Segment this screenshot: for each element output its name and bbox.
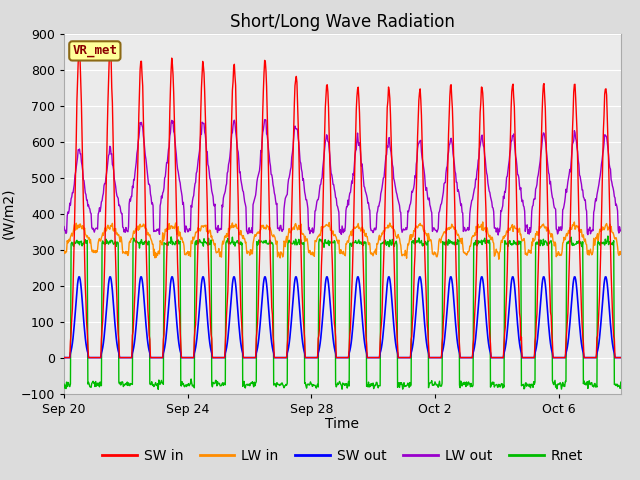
Legend: SW in, LW in, SW out, LW out, Rnet: SW in, LW in, SW out, LW out, Rnet: [96, 444, 589, 469]
Title: Short/Long Wave Radiation: Short/Long Wave Radiation: [230, 12, 455, 31]
Text: VR_met: VR_met: [72, 44, 117, 58]
X-axis label: Time: Time: [325, 417, 360, 431]
Y-axis label: (W/m2): (W/m2): [1, 188, 15, 240]
